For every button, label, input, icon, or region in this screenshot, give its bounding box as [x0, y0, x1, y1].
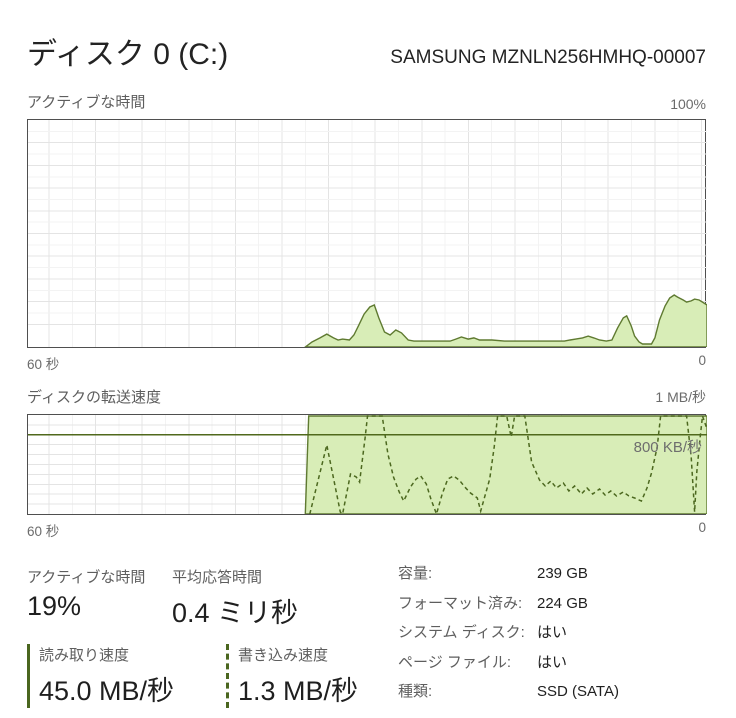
stat-read-speed-value: 45.0 MB/秒	[39, 676, 175, 706]
detail-value: SSD (SATA)	[537, 683, 619, 700]
write-dashed-series	[309, 415, 707, 514]
stat-write-speed-label: 書き込み速度	[238, 647, 329, 664]
stat-avg-response-value: 0.4 ミリ秒	[172, 598, 299, 628]
detail-value: 239 GB	[537, 565, 588, 582]
stat-avg-response: 平均応答時間 0.4 ミリ秒	[172, 566, 298, 630]
detail-label: 種類:	[398, 683, 433, 700]
stat-active-time-value: 19%	[27, 591, 82, 621]
disk-details-list: 容量: 239 GB フォーマット済み: 224 GB システム ディスク: はい ページ …	[398, 566, 619, 714]
device-name: SAMSUNG MZNLN256HMHQ-00007	[390, 47, 706, 68]
detail-value: はい	[537, 624, 568, 641]
stat-write-speed-value: 1.3 MB/秒	[238, 676, 359, 706]
detail-row: フォーマット済み: 224 GB	[398, 596, 619, 611]
transfer-chart-header: ディスクの転送速度 1 MB/秒	[27, 386, 706, 407]
active-chart-axis: 60 秒 0	[27, 353, 706, 373]
detail-label: ページ ファイル:	[398, 653, 512, 671]
transfer-axis-right: 0	[698, 520, 706, 535]
active-axis-right: 0	[698, 353, 706, 368]
page-title: ディスク 0 (C:)	[27, 38, 229, 71]
active-area-series	[304, 294, 707, 347]
active-time-chart[interactable]	[27, 119, 707, 348]
active-chart-label: アクティブな時間	[27, 94, 146, 111]
disk-performance-panel: ディスク 0 (C:) SAMSUNG MZNLN256HMHQ-00007 ア…	[27, 26, 707, 718]
detail-row: 種類: SSD (SATA)	[398, 684, 619, 699]
stats-section: アクティブな時間 19% 平均応答時間 0.4 ミリ秒 読み取り速度 45.0 …	[27, 564, 706, 718]
detail-label: システム ディスク:	[398, 624, 525, 641]
detail-value: はい	[537, 653, 568, 671]
stat-active-time: アクティブな時間 19%	[27, 566, 145, 622]
stat-read-speed-label: 読み取り速度	[39, 647, 130, 664]
header: ディスク 0 (C:) SAMSUNG MZNLN256HMHQ-00007	[27, 26, 706, 70]
active-chart-max-label: 100%	[670, 96, 706, 112]
active-chart-header: アクティブな時間 100%	[27, 91, 706, 112]
detail-row: 容量: 239 GB	[398, 566, 619, 581]
read-area-series	[304, 415, 707, 514]
detail-row: ページ ファイル: はい	[398, 655, 619, 670]
stat-read-speed: 読み取り速度 45.0 MB/秒	[27, 644, 174, 708]
detail-value: 224 GB	[537, 594, 588, 612]
detail-row: システム ディスク: はい	[398, 625, 619, 640]
stat-write-speed: 書き込み速度 1.3 MB/秒	[226, 644, 358, 708]
transfer-axis-left: 60 秒	[27, 524, 60, 539]
active-axis-left: 60 秒	[27, 357, 60, 372]
stat-avg-response-label: 平均応答時間	[172, 569, 263, 586]
transfer-chart-label: ディスクの転送速度	[27, 389, 161, 406]
transfer-chart-max-label: 1 MB/秒	[655, 389, 706, 405]
transfer-rate-chart[interactable]: 800 KB/秒	[27, 414, 707, 515]
stat-active-time-label: アクティブな時間	[27, 569, 146, 586]
transfer-chart-axis: 60 秒 0	[27, 520, 706, 540]
detail-label: フォーマット済み:	[398, 594, 523, 612]
detail-label: 容量:	[398, 565, 433, 582]
transfer-scale-marker: 800 KB/秒	[633, 439, 702, 456]
